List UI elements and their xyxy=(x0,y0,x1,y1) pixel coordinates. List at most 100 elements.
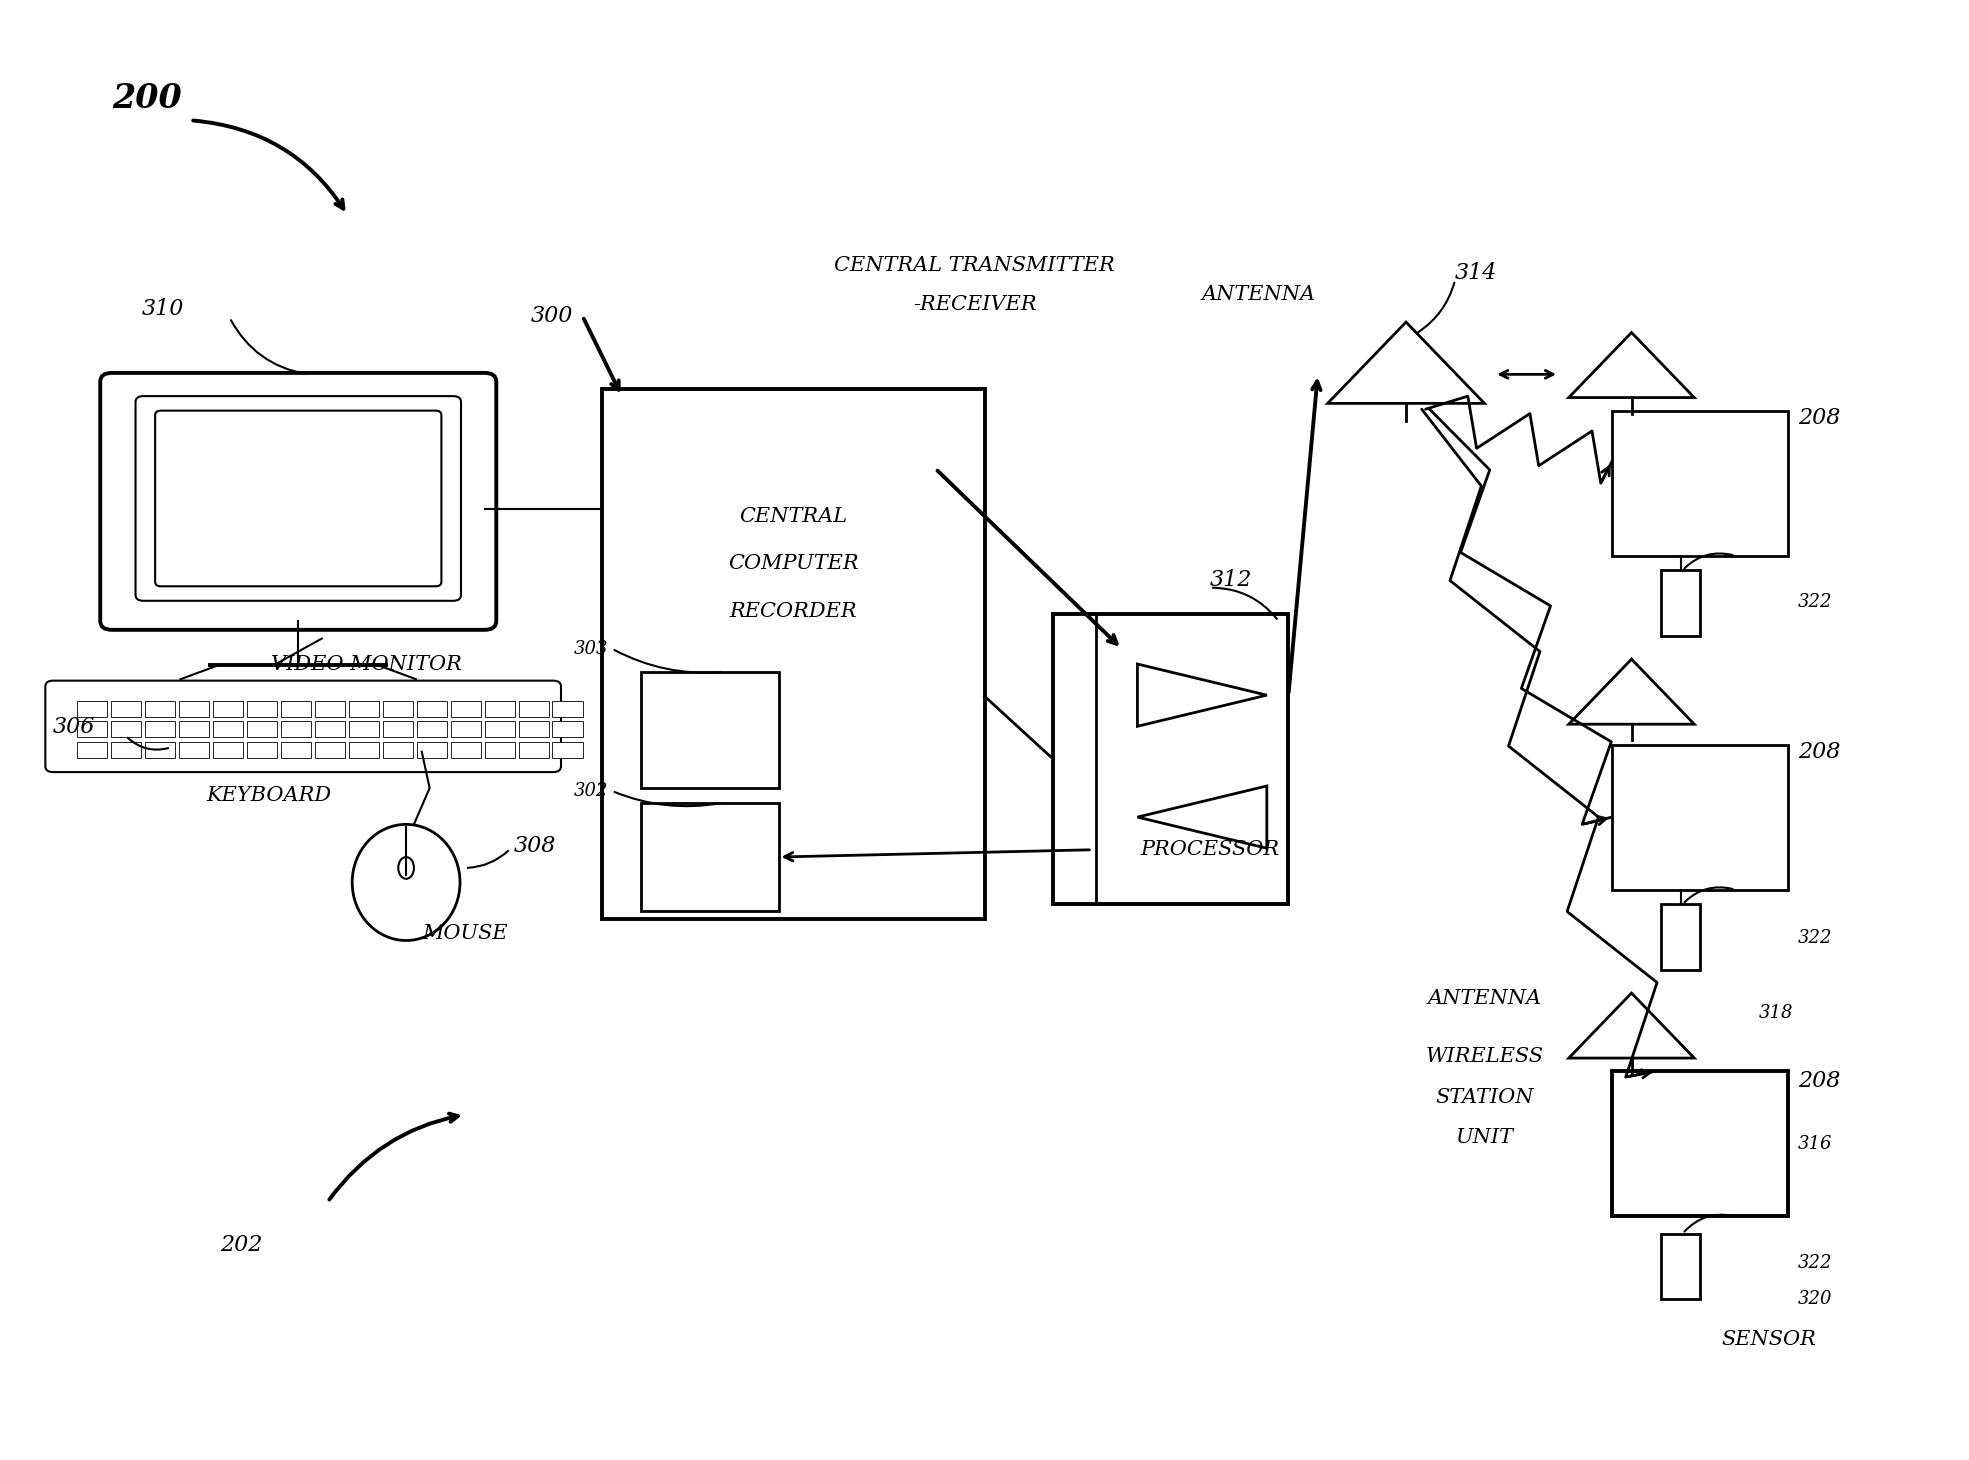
Bar xyxy=(246,721,278,737)
Text: STATION: STATION xyxy=(1435,1088,1534,1107)
Text: 322: 322 xyxy=(1798,929,1833,946)
FancyBboxPatch shape xyxy=(136,396,461,602)
Bar xyxy=(144,721,175,737)
Bar xyxy=(451,742,480,758)
Bar xyxy=(417,701,447,717)
Text: 208: 208 xyxy=(1798,740,1841,762)
Bar xyxy=(213,721,242,737)
Text: 208: 208 xyxy=(1798,1070,1841,1092)
Text: ANTENNA: ANTENNA xyxy=(1201,285,1315,304)
Bar xyxy=(382,721,413,737)
Bar xyxy=(1613,745,1788,889)
Bar xyxy=(518,701,549,717)
Text: 314: 314 xyxy=(1455,261,1498,283)
Text: COMPUTER: COMPUTER xyxy=(729,555,858,574)
Polygon shape xyxy=(1138,785,1266,848)
FancyBboxPatch shape xyxy=(100,372,496,629)
Bar xyxy=(451,721,480,737)
Ellipse shape xyxy=(398,857,413,879)
FancyBboxPatch shape xyxy=(45,680,561,772)
Text: 306: 306 xyxy=(53,715,96,739)
Polygon shape xyxy=(1138,664,1266,726)
Bar xyxy=(642,803,778,911)
Text: KEYBOARD: KEYBOARD xyxy=(207,785,331,804)
Text: MOUSE: MOUSE xyxy=(421,924,508,943)
Bar xyxy=(382,742,413,758)
Bar xyxy=(553,742,583,758)
Ellipse shape xyxy=(352,825,461,940)
Text: PROCESSOR: PROCESSOR xyxy=(1140,841,1280,860)
Bar xyxy=(417,721,447,737)
Bar xyxy=(382,701,413,717)
Text: ANTENNA: ANTENNA xyxy=(1428,988,1542,1007)
Text: 300: 300 xyxy=(530,305,573,327)
Polygon shape xyxy=(1327,323,1485,403)
Bar xyxy=(1053,613,1288,904)
Text: 310: 310 xyxy=(142,298,183,320)
Bar xyxy=(110,742,140,758)
Text: RECORDER: RECORDER xyxy=(730,602,857,620)
Bar xyxy=(179,742,209,758)
Bar xyxy=(1662,1234,1699,1299)
Text: 308: 308 xyxy=(514,835,557,857)
Text: 322: 322 xyxy=(1798,1254,1833,1272)
Text: 318: 318 xyxy=(1758,1004,1794,1022)
Bar xyxy=(110,701,140,717)
Bar xyxy=(349,742,378,758)
Polygon shape xyxy=(1569,658,1693,724)
Bar xyxy=(553,721,583,737)
Bar xyxy=(1662,904,1699,969)
Bar xyxy=(246,701,278,717)
Text: WIRELESS: WIRELESS xyxy=(1426,1047,1544,1066)
Text: SENSOR: SENSOR xyxy=(1721,1330,1815,1349)
Bar xyxy=(484,721,514,737)
Bar xyxy=(282,701,311,717)
Bar xyxy=(349,701,378,717)
Bar xyxy=(1662,571,1699,635)
Polygon shape xyxy=(1569,333,1693,397)
Bar xyxy=(553,701,583,717)
Bar xyxy=(1613,1072,1788,1216)
Bar xyxy=(603,388,984,918)
Text: -RECEIVER: -RECEIVER xyxy=(914,295,1036,314)
Bar xyxy=(179,701,209,717)
Text: 312: 312 xyxy=(1211,569,1252,591)
Bar xyxy=(144,742,175,758)
Bar xyxy=(282,742,311,758)
Text: 302: 302 xyxy=(573,783,608,800)
Bar xyxy=(1613,410,1788,556)
Polygon shape xyxy=(1569,993,1693,1058)
Text: VIDEO MONITOR: VIDEO MONITOR xyxy=(272,656,463,675)
Text: 200: 200 xyxy=(112,82,181,115)
Bar xyxy=(642,672,778,788)
Bar xyxy=(484,701,514,717)
Bar xyxy=(349,721,378,737)
Bar xyxy=(77,721,106,737)
Text: CENTRAL TRANSMITTER: CENTRAL TRANSMITTER xyxy=(835,255,1114,274)
Text: 303: 303 xyxy=(573,639,608,657)
Bar xyxy=(213,742,242,758)
Bar xyxy=(77,701,106,717)
Text: 202: 202 xyxy=(221,1234,262,1257)
Text: 316: 316 xyxy=(1798,1134,1833,1153)
Bar xyxy=(315,742,345,758)
Bar xyxy=(315,721,345,737)
Bar xyxy=(77,742,106,758)
Bar xyxy=(213,701,242,717)
Bar xyxy=(451,701,480,717)
Bar xyxy=(518,721,549,737)
Bar xyxy=(282,721,311,737)
Bar xyxy=(246,742,278,758)
Text: UNIT: UNIT xyxy=(1455,1129,1514,1148)
Bar xyxy=(484,742,514,758)
Bar xyxy=(315,701,345,717)
Bar xyxy=(417,742,447,758)
Bar xyxy=(518,742,549,758)
Bar xyxy=(110,721,140,737)
Text: 320: 320 xyxy=(1798,1291,1833,1308)
Text: 322: 322 xyxy=(1798,593,1833,612)
Text: CENTRAL: CENTRAL xyxy=(738,507,847,526)
FancyBboxPatch shape xyxy=(156,410,441,587)
Text: 208: 208 xyxy=(1798,407,1841,429)
Bar xyxy=(144,701,175,717)
